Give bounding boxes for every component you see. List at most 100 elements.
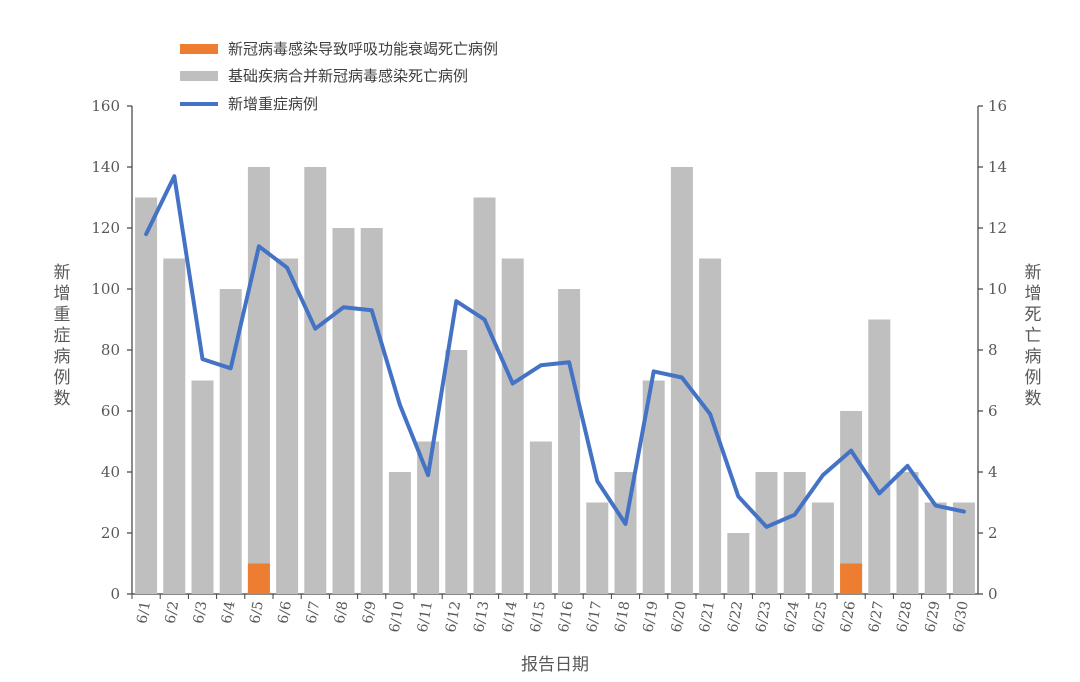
y-right-tick-label: 4 — [988, 463, 998, 481]
x-tick-label: 6/29 — [922, 600, 943, 634]
x-tick-label: 6/14 — [499, 600, 520, 634]
axis-title-char: 例 — [54, 368, 71, 388]
axis-title-char: 数 — [1025, 389, 1042, 409]
x-tick-label: 6/26 — [838, 600, 859, 634]
x-tick-label: 6/13 — [471, 600, 492, 634]
y-right-tick-label: 10 — [988, 280, 1007, 298]
ticks-group: 0 20 40 60 80 100 120 140 160 0 2 4 6 8 10 12 14 16 6/1 6/2… — [91, 97, 1007, 634]
bar-underlying-disease-6/3 — [191, 380, 214, 594]
bar-underlying-disease-6/21 — [699, 258, 722, 594]
x-tick-label: 6/2 — [163, 600, 183, 625]
line-new-severe-cases — [144, 174, 966, 529]
y-right-tick-label: 14 — [988, 158, 1007, 176]
x-tick-label: 6/27 — [866, 600, 887, 634]
y-left-tick-label: 120 — [91, 219, 120, 237]
bar-underlying-disease-6/16 — [558, 289, 581, 594]
bar-underlying-disease-6/6 — [276, 258, 299, 594]
bar-underlying-disease-6/28 — [896, 472, 919, 594]
x-tick-label: 6/3 — [191, 600, 211, 625]
x-tick-label: 6/20 — [669, 600, 690, 634]
bar-underlying-disease-6/23 — [755, 472, 778, 594]
bar-underlying-disease-6/15 — [529, 441, 552, 594]
y-left-tick-label: 80 — [101, 341, 120, 359]
bar-underlying-disease-6/10 — [388, 472, 411, 594]
y-left-tick-label: 0 — [110, 585, 120, 603]
axis-title-char: 例 — [1025, 368, 1042, 388]
bars-group — [135, 167, 975, 594]
bar-underlying-disease-6/12 — [445, 350, 468, 594]
x-axis-title: 报告日期 — [521, 655, 589, 675]
bar-underlying-disease-6/2 — [163, 258, 186, 594]
x-tick-label: 6/17 — [584, 600, 605, 634]
y-left-tick-label: 160 — [91, 97, 120, 115]
bar-underlying-disease-6/25 — [811, 502, 834, 594]
x-tick-label: 6/21 — [697, 600, 718, 634]
axis-title-char: 重 — [54, 305, 71, 325]
x-tick-label: 6/12 — [443, 600, 464, 634]
bar-underlying-disease-6/27 — [868, 319, 891, 594]
bar-underlying-disease-6/14 — [501, 258, 524, 594]
legend-label-respiratory-failure-deaths: 新冠病毒感染导致呼吸功能衰竭死亡病例 — [228, 40, 498, 58]
y-right-tick-label: 8 — [988, 341, 998, 359]
y-left-tick-label: 20 — [101, 524, 120, 542]
x-tick-label: 6/16 — [556, 600, 577, 634]
bar-underlying-disease-6/5 — [247, 167, 270, 594]
x-tick-label: 6/11 — [415, 600, 436, 634]
x-tick-label: 6/8 — [332, 600, 352, 625]
bar-underlying-disease-6/19 — [642, 380, 665, 594]
axis-title-char: 增 — [54, 284, 71, 304]
bar-underlying-disease-6/1 — [135, 197, 158, 594]
bar-underlying-disease-6/29 — [924, 502, 947, 594]
y-left-tick-label: 60 — [101, 402, 120, 420]
bar-underlying-disease-6/7 — [304, 167, 327, 594]
axis-title-char: 数 — [54, 389, 71, 409]
axis-title-char: 病 — [1025, 347, 1042, 367]
axis-title-char: 增 — [1025, 284, 1042, 304]
bar-respiratory-failure-6/26 — [840, 563, 863, 594]
legend-label-new-severe-cases: 新增重症病例 — [228, 95, 318, 113]
y-left-tick-label: 40 — [101, 463, 120, 481]
line-series-group — [144, 174, 966, 529]
x-tick-label: 6/10 — [387, 600, 408, 634]
bar-underlying-disease-6/13 — [473, 197, 496, 594]
x-tick-label: 6/28 — [894, 600, 915, 634]
y-right-tick-label: 16 — [988, 97, 1007, 115]
x-tick-label: 6/19 — [640, 600, 661, 634]
bar-underlying-disease-6/11 — [417, 441, 440, 594]
legend: 新冠病毒感染导致呼吸功能衰竭死亡病例 基础疾病合并新冠病毒感染死亡病例 新增重症… — [180, 40, 498, 113]
x-tick-label: 6/6 — [275, 600, 295, 625]
x-tick-label: 6/9 — [360, 600, 380, 625]
x-tick-label: 6/1 — [134, 600, 154, 625]
bar-underlying-disease-6/24 — [783, 472, 806, 594]
bar-underlying-disease-6/9 — [360, 228, 383, 594]
bar-underlying-disease-6/8 — [332, 228, 355, 594]
axis-title-char: 病 — [54, 347, 71, 367]
y-right-tick-label: 12 — [988, 219, 1007, 237]
y-right-tick-label: 6 — [988, 402, 998, 420]
y-left-tick-label: 140 — [91, 158, 120, 176]
y-left-tick-label: 100 — [91, 280, 120, 298]
x-tick-label: 6/4 — [219, 600, 239, 625]
x-tick-label: 6/25 — [810, 600, 831, 634]
bar-underlying-disease-6/22 — [727, 533, 750, 594]
x-tick-label: 6/15 — [528, 600, 549, 634]
x-tick-label: 6/24 — [781, 600, 802, 634]
axis-title-char: 新 — [1025, 263, 1042, 283]
legend-swatch-underlying-disease-deaths — [180, 71, 218, 81]
axis-title-char: 新 — [54, 263, 71, 283]
x-tick-label: 6/30 — [951, 600, 972, 634]
axis-title-char: 症 — [54, 326, 71, 346]
bar-respiratory-failure-6/5 — [247, 563, 270, 594]
axis-title-char: 亡 — [1025, 326, 1042, 346]
y-right-tick-label: 0 — [988, 585, 998, 603]
x-tick-label: 6/5 — [247, 600, 267, 625]
x-tick-label: 6/18 — [612, 600, 633, 634]
axis-title-char: 死 — [1025, 305, 1042, 325]
x-tick-label: 6/23 — [753, 600, 774, 634]
x-tick-label: 6/7 — [304, 600, 324, 625]
legend-swatch-respiratory-failure-deaths — [180, 44, 218, 54]
x-tick-label: 6/22 — [725, 600, 746, 634]
